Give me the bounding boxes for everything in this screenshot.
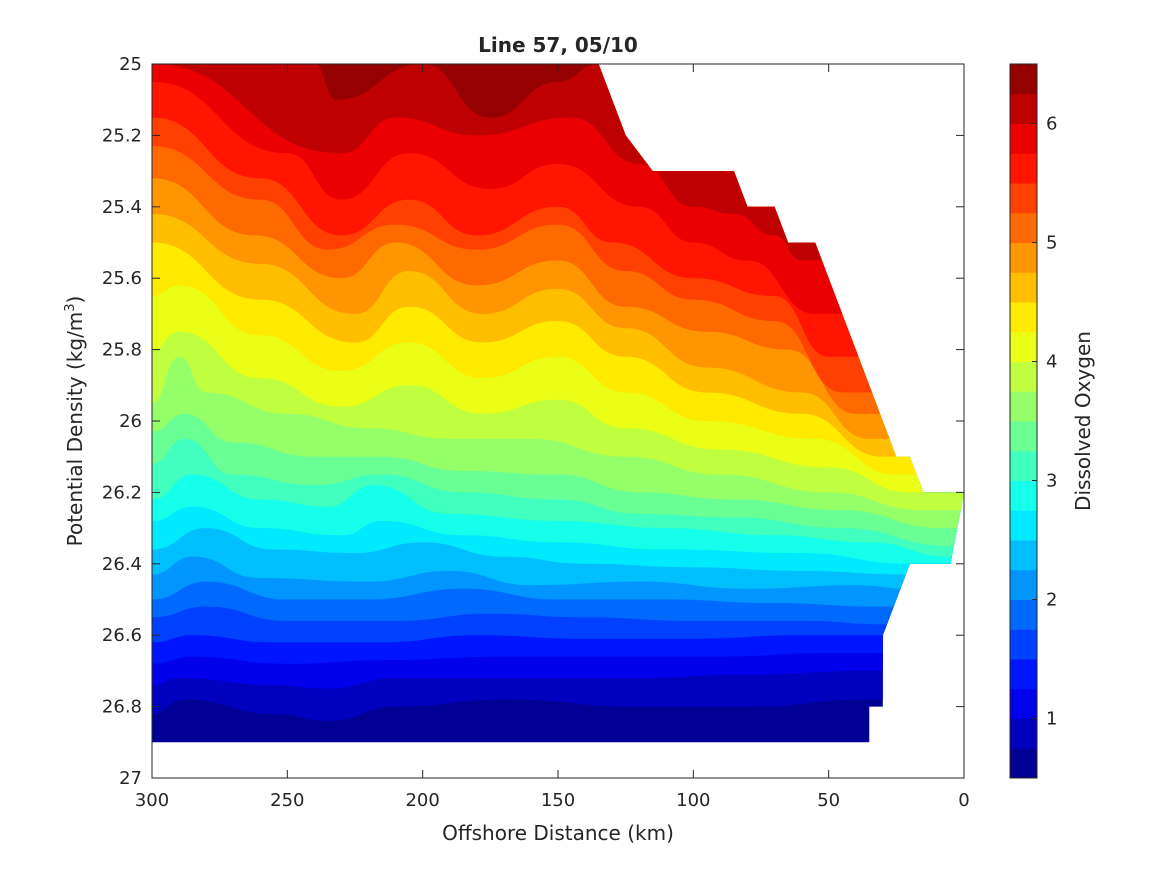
y-tick-label: 25.2	[102, 125, 142, 146]
colorbar-segment	[1010, 242, 1037, 273]
colorbar-segment	[1010, 540, 1037, 571]
colorbar-segment	[1010, 93, 1037, 124]
colorbar-segment	[1010, 629, 1037, 660]
colorbar-segment	[1010, 659, 1037, 690]
x-tick-label: 150	[541, 790, 575, 811]
colorbar-segment	[1010, 688, 1037, 719]
y-tick-label: 27	[119, 768, 142, 789]
y-axis-label: Potential Density (kg/m3)	[63, 296, 87, 547]
colorbar-frame	[1009, 63, 1038, 779]
colorbar-segment	[1010, 748, 1037, 779]
x-tick-label: 200	[405, 790, 439, 811]
colorbar-segment	[1010, 421, 1037, 452]
y-tick-label: 25	[119, 54, 142, 75]
x-axis-label: Offshore Distance (km)	[442, 821, 674, 845]
colorbar-segment	[1010, 450, 1037, 481]
colorbar-segment	[1010, 183, 1037, 214]
colorbar-segment	[1010, 331, 1037, 362]
colorbar-segment	[1010, 64, 1037, 95]
colorbar-segment	[1010, 510, 1037, 541]
colorbar-tick-label: 3	[1046, 471, 1057, 492]
y-tick-label: 25.8	[102, 340, 142, 361]
x-tick-label: 0	[958, 790, 969, 811]
colorbar: 1 2 3 4 5 6 Dissolved Oxygen	[1009, 63, 1095, 779]
chart-title: Line 57, 05/10	[478, 33, 638, 57]
y-tick-label: 25.4	[102, 197, 142, 218]
colorbar-segment	[1010, 123, 1037, 154]
y-tick-label: 25.6	[102, 268, 142, 289]
x-tick-label: 300	[135, 790, 169, 811]
colorbar-segment	[1010, 302, 1037, 333]
colorbar-segment	[1010, 480, 1037, 511]
y-tick-label: 26.6	[102, 625, 142, 646]
x-tick-label: 250	[270, 790, 304, 811]
colorbar-segment	[1010, 361, 1037, 392]
contour-band	[152, 64, 964, 118]
y-tick-label: 26	[119, 411, 142, 432]
colorbar-segment	[1010, 272, 1037, 303]
colorbar-tick-label: 6	[1046, 114, 1057, 135]
colorbar-label: Dissolved Oxygen	[1071, 331, 1095, 511]
colorbar-tick-label: 1	[1046, 709, 1057, 730]
colorbar-segment	[1010, 212, 1037, 243]
colorbar-segment	[1010, 153, 1037, 184]
y-tick-label: 26.4	[102, 554, 142, 575]
x-tick-label: 100	[676, 790, 710, 811]
colorbar-tick-label: 4	[1046, 352, 1057, 373]
colorbar-tick-label: 2	[1046, 590, 1057, 611]
y-tick-label: 26.8	[102, 697, 142, 718]
colorbar-segment	[1010, 599, 1037, 630]
y-tick-label: 26.2	[102, 482, 142, 503]
x-tick-label: 50	[817, 790, 840, 811]
contour-fill-group	[152, 64, 964, 743]
colorbar-segment	[1010, 569, 1037, 600]
colorbar-tick-label: 5	[1046, 233, 1057, 254]
colorbar-segment	[1010, 718, 1037, 749]
colorbar-segment	[1010, 391, 1037, 422]
